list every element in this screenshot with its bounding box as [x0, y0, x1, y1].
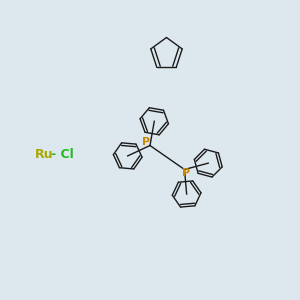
- Text: P: P: [142, 137, 151, 147]
- Text: P: P: [182, 168, 190, 178]
- Text: Ru: Ru: [34, 148, 53, 161]
- Text: - Cl: - Cl: [51, 148, 74, 161]
